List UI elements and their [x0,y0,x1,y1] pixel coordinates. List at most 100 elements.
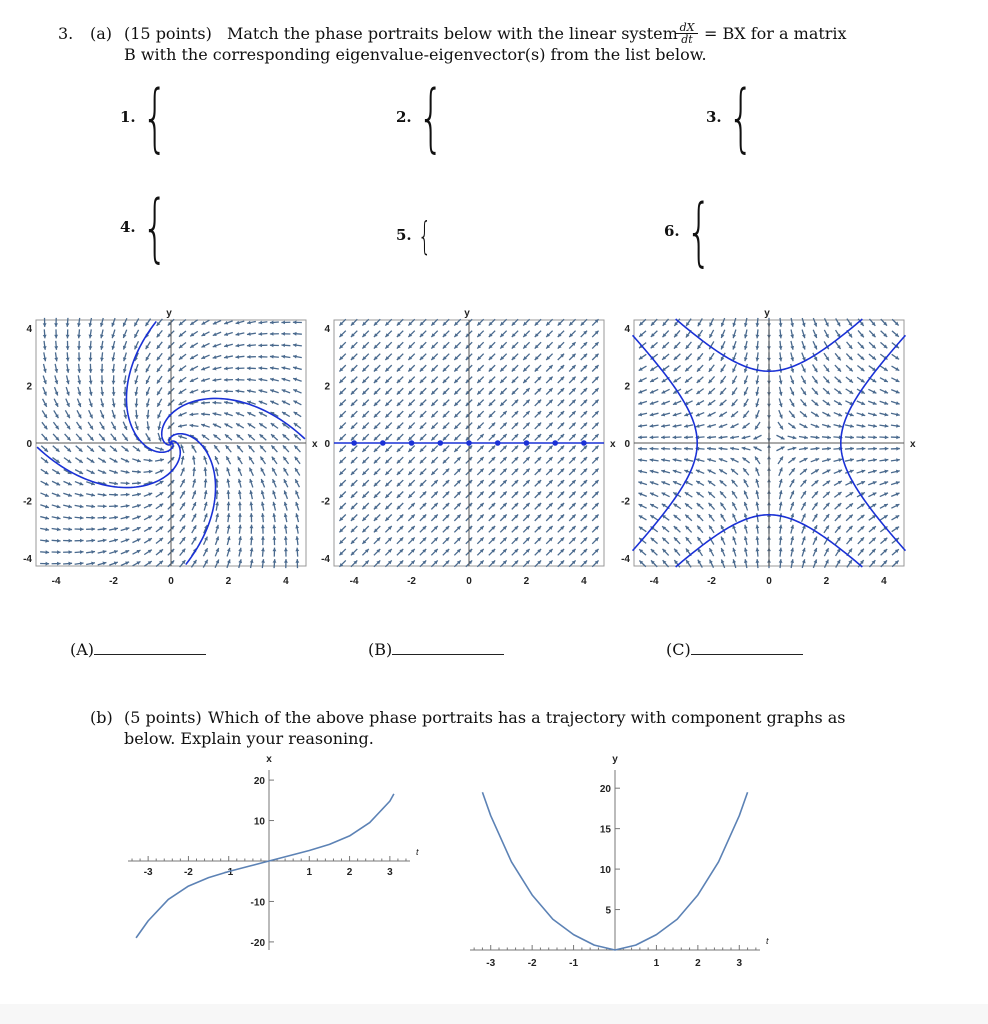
field-arrowhead [122,380,127,385]
field-arrowhead [350,551,355,556]
field-arrowhead [204,536,208,541]
field-arrowhead [419,448,424,452]
field-arrowhead [283,456,287,461]
field-arrowhead [557,333,562,338]
field-arrowhead [283,501,288,506]
field-arrowhead [364,548,369,553]
field-arrowhead [697,345,702,350]
field-arrowhead [408,344,413,349]
field-arrowhead [281,331,285,336]
field-arrowhead [44,504,49,509]
field-arrowhead [583,422,588,427]
field-arrowhead [755,490,760,495]
field-arrowhead [258,412,263,416]
field-arrowhead [362,379,367,383]
field-arrowhead [571,388,576,392]
field-arrowhead [825,491,830,496]
field-arrowhead [90,459,95,463]
field-arrowhead [479,491,484,496]
equilibrium-point [351,440,357,446]
field-arrowhead [65,346,70,350]
field-arrowhead [362,356,367,361]
field-arrowhead [373,344,378,349]
field-arrowhead [861,435,866,440]
field-arrowhead [260,513,265,517]
field-arrowhead [159,537,164,542]
answer-blank-c[interactable] [690,640,803,655]
field-arrowhead [408,321,413,326]
field-arrowhead [778,323,783,327]
field-arrowhead [373,390,378,395]
field-arrowhead [77,334,81,339]
field-arrowhead [790,402,795,407]
field-arrowhead [249,467,253,472]
field-arrowhead [732,513,736,518]
field-arrowhead [54,346,59,350]
field-arrowhead [146,437,151,442]
part-b-text: Which of the above phase portraits has a… [208,708,846,727]
field-arrowhead [560,457,565,461]
field-arrowhead [431,471,436,475]
field-arrowhead [850,446,854,451]
field-arrowhead [871,355,876,360]
field-arrowhead [373,517,378,521]
field-arrowhead [55,459,60,463]
field-arrowhead [697,356,701,361]
field-arrowhead [804,446,808,451]
field-arrowhead [147,515,152,519]
field-arrowhead [801,345,806,350]
field-arrowhead [55,470,60,475]
field-arrowhead [249,501,254,506]
field-arrowhead [124,436,128,441]
t-tick-label: 1 [654,958,660,969]
field-arrowhead [708,514,713,519]
field-arrowhead [292,331,297,336]
field-arrowhead [813,334,818,338]
field-arrowhead [523,367,528,372]
field-arrowhead [674,548,678,553]
answer-blank-b[interactable] [392,640,505,655]
field-arrowhead [396,356,401,361]
field-arrowhead [442,367,447,372]
field-arrowhead [872,481,877,485]
field-arrowhead [373,482,378,487]
field-arrowhead [213,434,218,439]
equilibrium-point [494,440,501,446]
field-arrowhead [260,501,265,506]
field-arrowhead [534,344,539,349]
field-arrowhead [294,467,299,472]
field-arrowhead [269,366,274,371]
field-arrowhead [283,547,288,552]
field-arrowhead [399,514,404,519]
field-arrowhead [134,322,138,327]
field-arrowhead [709,322,713,327]
field-arrowhead [249,513,254,517]
x-tick-label: 2 [226,576,232,587]
field-arrowhead [491,434,496,438]
field-arrowhead [295,524,300,529]
x-tick-label: -2 [109,576,118,587]
field-arrowhead [790,501,795,506]
answer-blank-a[interactable] [94,640,207,655]
field-arrowhead [514,422,519,427]
portrait-c-letter: (C) [666,640,691,659]
field-arrowhead [442,425,447,429]
field-arrowhead [695,424,700,428]
field-arrowhead [236,423,241,427]
field-arrowhead [732,490,736,495]
y-tick-label: 0 [624,439,630,450]
field-arrowhead [445,503,450,507]
field-arrowhead [454,321,459,326]
field-arrowhead [54,391,59,396]
field-arrowhead [883,504,888,508]
field-arrowhead [477,402,482,406]
field-arrowhead [214,445,218,450]
field-arrowhead [537,388,542,392]
field-arrowhead [672,481,677,485]
field-arrowhead [258,400,263,405]
field-arrowhead [661,401,666,405]
field-arrowhead [695,469,700,474]
field-arrowhead [477,344,482,349]
field-arrowhead [350,448,355,452]
field-arrowhead [560,388,565,392]
